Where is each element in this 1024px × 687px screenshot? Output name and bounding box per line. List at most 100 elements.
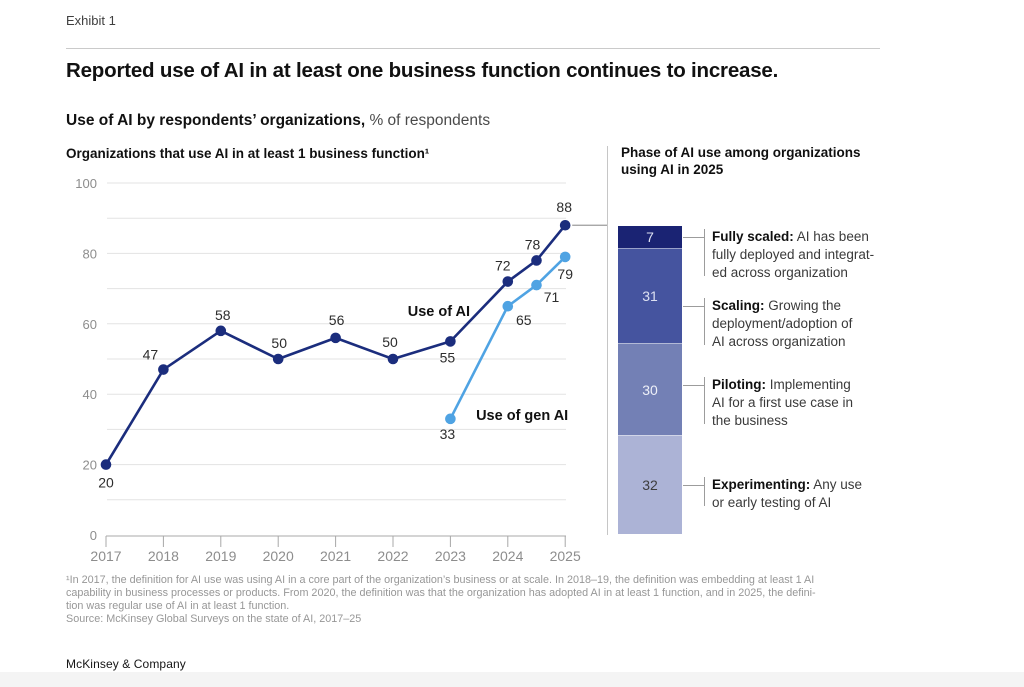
phase-connector-h (683, 306, 704, 307)
phase-label-line: the business (712, 413, 788, 428)
x-tick-label: 2025 (550, 548, 581, 564)
segment-value: 30 (642, 381, 658, 398)
data-point-label: 71 (544, 289, 560, 305)
bar-chart-title: Phase of AI use among organizations usin… (621, 145, 861, 177)
segment-value: 7 (646, 228, 654, 245)
page-title: Reported use of AI in at least one busin… (66, 59, 779, 82)
phase-label-experimenting: Experimenting: Any use or early testing o… (712, 476, 917, 512)
footnote-line: tion was regular use of AI in at least 1… (66, 600, 290, 612)
phase-connector-h (683, 237, 704, 238)
data-point-use-of-gen-ai (531, 279, 542, 291)
phase-connector-v (704, 477, 705, 506)
x-tick-label: 2022 (377, 548, 408, 564)
phase-term: Scaling: (712, 298, 765, 313)
bar-segment-fully-scaled: 7 (618, 226, 682, 248)
series-label: Use of gen AI (476, 408, 568, 424)
footnote: ¹In 2017, the definition for AI use was … (66, 574, 816, 626)
footnote-line: capability in business processes or prod… (66, 587, 816, 599)
data-point-label: 50 (382, 334, 398, 350)
y-tick-label: 60 (83, 317, 97, 332)
data-point-use-of-ai (272, 353, 284, 365)
segment-value: 32 (642, 477, 658, 494)
top-divider (66, 48, 880, 49)
phase-label-line: or early testing of AI (712, 495, 832, 510)
phase-label-line: deployment/adoption of (712, 316, 853, 331)
bar-segment-experimenting: 32 (618, 435, 682, 534)
x-tick-label: 2017 (90, 548, 121, 564)
phase-connector-v (704, 377, 705, 424)
data-point-use-of-gen-ai (559, 251, 571, 263)
phase-label-line: fully deployed and integrat- (712, 247, 875, 262)
data-point-label: 79 (557, 266, 573, 282)
data-point-use-of-ai (445, 336, 456, 347)
y-tick-label: 80 (83, 246, 97, 261)
footer-strip (0, 672, 1024, 687)
phase-label-line: Piloting: Implementing (712, 377, 851, 392)
x-tick-label: 2018 (148, 548, 179, 564)
phase-label-line: AI across organization (712, 334, 846, 349)
phase-term: Fully scaled: (712, 229, 794, 244)
phase-connector-v (704, 298, 705, 345)
phase-label-piloting: Piloting: Implementing AI for a first use… (712, 376, 917, 430)
series-line-use-of-ai (104, 223, 567, 466)
x-tick-label: 2020 (263, 548, 294, 564)
data-point-label: 50 (271, 335, 287, 351)
x-tick-label: 2024 (492, 548, 523, 564)
data-point-use-of-ai (531, 255, 542, 266)
stacked-bar: 7 31 30 32 (618, 226, 682, 534)
phase-label-line: ed across organization (712, 265, 848, 280)
source-line: Source: McKinsey Global Surveys on the s… (66, 613, 362, 625)
line-chart: 0 20 40 60 80 100 2017 2018 2019 2020 2021 2022 2023… (75, 176, 607, 564)
data-point-use-of-gen-ai (502, 300, 514, 312)
x-tick-label: 2021 (320, 548, 351, 564)
phase-label-line: Scaling: Growing the (712, 298, 842, 313)
subtitle-units: % of respondents (365, 112, 491, 129)
phase-connector-h (683, 385, 704, 386)
data-point-use-of-ai (559, 219, 571, 231)
x-tick-label: 2023 (435, 548, 466, 564)
phase-term: Experimenting: (712, 477, 811, 492)
data-point-label: 20 (98, 475, 114, 491)
data-point-use-of-ai (215, 325, 227, 337)
phase-label-line: Experimenting: Any use (712, 477, 863, 492)
phase-label-line: Fully scaled: AI has been (712, 229, 869, 244)
phase-connector-v (704, 229, 705, 276)
brand-wordmark: McKinsey & Company (66, 657, 186, 671)
data-point-label: 88 (556, 199, 572, 215)
data-point-use-of-gen-ai (445, 413, 456, 425)
data-point-use-of-ai (330, 332, 341, 344)
footnote-line: ¹In 2017, the definition for AI use was … (66, 574, 815, 586)
y-tick-label: 100 (75, 176, 97, 191)
phase-label-fully-scaled: Fully scaled: AI has been fully deployed … (712, 228, 917, 282)
series-line-use-of-gen-ai (449, 255, 567, 421)
phase-term: Piloting: (712, 377, 766, 392)
data-point-label: 56 (329, 312, 345, 328)
data-point-use-of-ai (387, 353, 399, 365)
subtitle-bold: Use of AI by respondents’ organizations, (66, 112, 366, 129)
x-tick-label: 2019 (205, 548, 236, 564)
data-point-use-of-ai (502, 276, 514, 287)
data-point-use-of-ai (100, 459, 112, 470)
phase-connector-h (683, 485, 704, 486)
data-point-label: 78 (525, 236, 541, 252)
bar-segment-piloting: 30 (618, 343, 682, 436)
data-point-label: 72 (495, 258, 511, 274)
data-point-label: 55 (440, 349, 456, 365)
line-chart-title: Organizations that use AI in at least 1 … (66, 146, 430, 161)
segment-value: 31 (642, 287, 658, 304)
phase-label-scaling: Scaling: Growing the deployment/adoption … (712, 297, 917, 351)
phase-label-line: AI for a first use case in (712, 395, 854, 410)
data-point-label: 33 (440, 426, 456, 442)
series-label: Use of AI (408, 304, 470, 320)
bar-segment-scaling: 31 (618, 247, 682, 344)
data-point-label: 65 (516, 312, 532, 328)
y-tick-label: 0 (90, 528, 97, 543)
data-point-use-of-ai (158, 364, 169, 375)
y-tick-label: 40 (83, 387, 97, 402)
y-tick-label: 20 (83, 458, 97, 473)
exhibit-label: Exhibit 1 (66, 13, 116, 28)
data-point-label: 58 (215, 307, 231, 323)
panel-divider (607, 146, 608, 535)
chart-subtitle: Use of AI by respondents’ organizations,… (66, 112, 490, 130)
